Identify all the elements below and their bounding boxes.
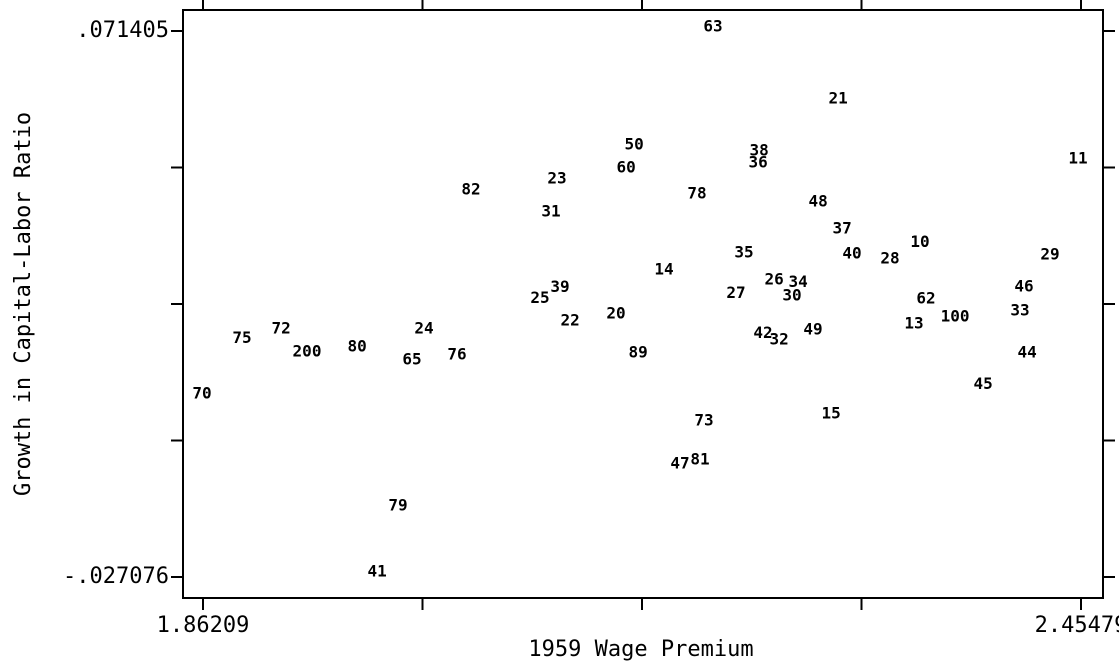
point-label: 36	[748, 152, 767, 171]
point-label: 200	[293, 342, 322, 361]
x-axis-label: 1959 Wage Premium	[528, 637, 753, 662]
point-label: 27	[726, 283, 745, 302]
point-label: 10	[910, 232, 929, 251]
point-label: 80	[347, 337, 366, 356]
point-label: 14	[654, 259, 673, 278]
point-label: 25	[530, 288, 549, 307]
point-label: 70	[192, 384, 211, 403]
point-label: 38	[749, 140, 768, 159]
point-label: 22	[560, 310, 579, 329]
point-label: 49	[803, 319, 822, 338]
point-label: 31	[541, 201, 560, 220]
x-tick-label: 1.86209	[157, 613, 250, 638]
point-label: 32	[769, 329, 788, 348]
point-label: 72	[271, 318, 290, 337]
point-label: 34	[788, 272, 807, 291]
point-label: 39	[550, 277, 569, 296]
point-label: 62	[916, 288, 935, 307]
point-label: 81	[690, 450, 709, 469]
point-label: 46	[1014, 277, 1033, 296]
point-label: 40	[842, 243, 861, 262]
point-label: 60	[616, 157, 635, 176]
point-label: 73	[694, 410, 713, 429]
point-label: 45	[973, 374, 992, 393]
point-label: 42	[753, 323, 772, 342]
point-label: 41	[367, 562, 386, 581]
point-label: 24	[414, 318, 433, 337]
point-label: 37	[832, 218, 851, 237]
point-label: 100	[941, 307, 970, 326]
point-label: 30	[782, 286, 801, 305]
point-label: 11	[1068, 149, 1087, 168]
point-label: 76	[447, 344, 466, 363]
x-tick-label: 2.45479	[1035, 613, 1119, 638]
point-label: 89	[628, 343, 647, 362]
point-label: 23	[547, 169, 566, 188]
point-label: 26	[764, 269, 783, 288]
plot-frame	[182, 9, 1104, 599]
point-label: 48	[808, 191, 827, 210]
point-label: 15	[821, 404, 840, 423]
point-label: 65	[402, 349, 421, 368]
point-label: 79	[388, 496, 407, 515]
point-label: 44	[1017, 343, 1036, 362]
point-label: 35	[734, 242, 753, 261]
point-label: 33	[1010, 301, 1029, 320]
point-label: 47	[670, 454, 689, 473]
point-label: 28	[880, 248, 899, 267]
y-tick-label: .071405	[76, 18, 169, 43]
point-label: 82	[461, 180, 480, 199]
point-label: 21	[828, 89, 847, 108]
point-label: 78	[687, 184, 706, 203]
point-label: 20	[606, 303, 625, 322]
y-axis-label: Growth in Capital-Labor Ratio	[11, 112, 36, 496]
point-label: 50	[624, 135, 643, 154]
y-tick-label: -.027076	[63, 564, 169, 589]
point-label: 29	[1040, 245, 1059, 264]
point-label: 75	[232, 328, 251, 347]
point-label: 13	[904, 313, 923, 332]
point-label: 63	[703, 17, 722, 36]
